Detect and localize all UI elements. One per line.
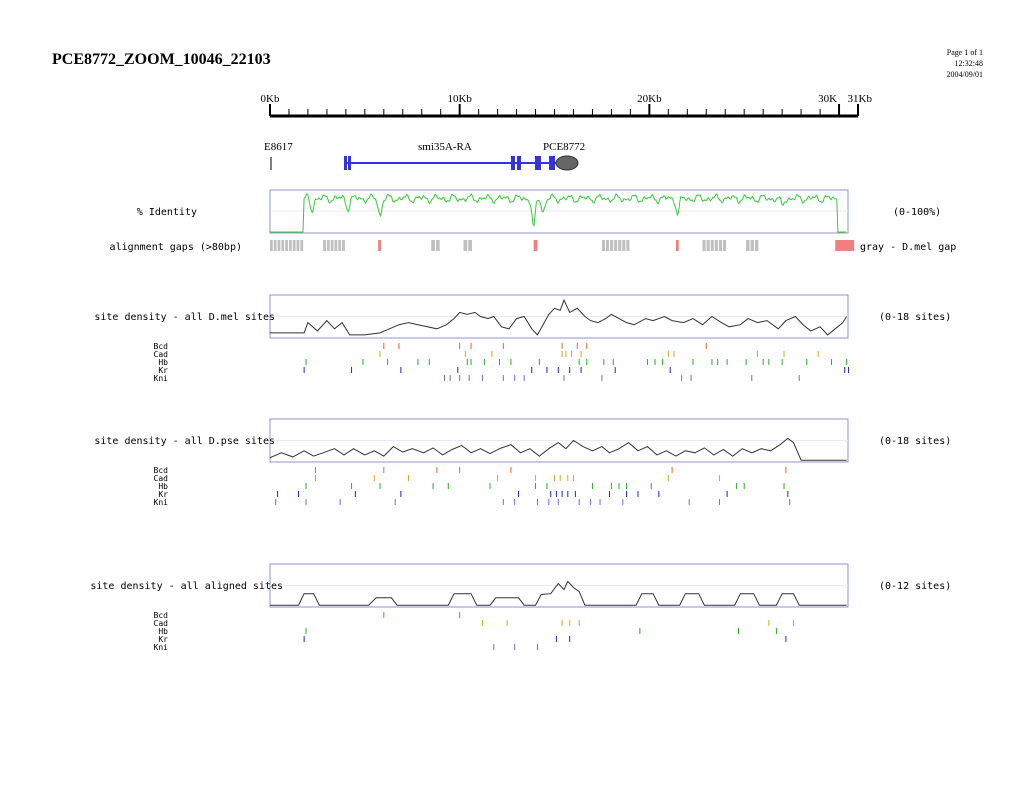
factor-label: Kr (158, 490, 168, 499)
ruler-label: 10Kb (447, 93, 472, 105)
factor-label: Kni (154, 498, 169, 507)
gap-block (835, 240, 855, 251)
gap-block (533, 240, 538, 251)
ruler-label: 31Kb (848, 93, 873, 105)
density-curve (270, 298, 848, 336)
gap-block (754, 240, 759, 251)
gap-block (342, 240, 345, 251)
gap-block (300, 240, 304, 251)
panel-aligned-sites: site density - all aligned sites (0-12 si… (90, 563, 951, 652)
gap-block (702, 240, 706, 251)
gap-block (431, 240, 435, 251)
gap-block (285, 240, 288, 251)
density-curve (270, 580, 847, 606)
gap-block (606, 240, 610, 251)
density-range: (0-18 sites) (879, 312, 951, 323)
factor-label: Bcd (154, 611, 169, 620)
gap-block (750, 240, 754, 251)
factor-label: Cad (154, 619, 169, 628)
gene-exon (511, 156, 515, 170)
gap-block (675, 240, 679, 251)
density-label: site density - all aligned sites (90, 581, 283, 592)
factor-label: Hb (158, 627, 168, 636)
gap-block (273, 240, 277, 251)
density-range: (0-18 sites) (879, 436, 951, 447)
gap-block (714, 240, 718, 251)
density-label: site density - all D.pse sites (94, 436, 275, 447)
gap-block (288, 240, 292, 251)
gap-block (723, 240, 727, 251)
kb-ruler: 0Kb 10Kb 20Kb 30K 31Kb (261, 93, 873, 118)
gap-block (323, 240, 326, 251)
gene-exon (517, 156, 521, 170)
gap-block (277, 240, 281, 251)
gap-block (718, 240, 723, 251)
factor-label: Bcd (154, 342, 169, 351)
ruler-label: 0Kb (261, 93, 280, 105)
gap-block (618, 240, 622, 251)
factor-label: Hb (158, 358, 168, 367)
factor-label: Kni (154, 374, 169, 383)
factor-label: Kni (154, 643, 169, 652)
gap-block (601, 240, 605, 251)
gaps-legend: gray - D.mel gap (860, 242, 956, 253)
target-label: PCE8772 (543, 141, 585, 153)
gap-block (334, 240, 338, 251)
gene-track: E8617 smi35A-RA PCE8772 (264, 141, 585, 171)
alignment-gaps-track (270, 240, 855, 251)
gene-exon (549, 156, 555, 170)
gap-block (281, 240, 285, 251)
panel-dpse-sites: site density - all D.pse sites (0-18 site… (94, 418, 951, 507)
factor-label: Cad (154, 474, 169, 483)
panel-dmel-sites: site density - all D.mel sites (0-18 site… (94, 294, 951, 383)
gap-block (326, 240, 330, 251)
factor-label: Kr (158, 635, 168, 644)
ruler-label: 20Kb (637, 93, 662, 105)
gap-block (435, 240, 440, 251)
gap-block (614, 240, 618, 251)
page-title: PCE8772_ZOOM_10046_22103 (52, 51, 271, 68)
gap-block (463, 240, 468, 251)
left-marker-label: E8617 (264, 141, 293, 153)
identity-curve (270, 193, 846, 233)
gap-block (330, 240, 334, 251)
gap-block (710, 240, 714, 251)
gap-block (468, 240, 472, 251)
factor-label: Cad (154, 350, 169, 359)
density-curve (269, 437, 847, 461)
page-number: Page 1 of 1 (947, 48, 983, 57)
ruler-label: 30K (818, 93, 837, 105)
gap-block (746, 240, 750, 251)
gap-block (626, 240, 630, 251)
identity-label: % Identity (137, 207, 197, 218)
identity-range: (0-100%) (893, 207, 941, 218)
gap-block (378, 240, 381, 251)
gap-block (610, 240, 614, 251)
density-range: (0-12 sites) (879, 581, 951, 592)
gap-block (338, 240, 342, 251)
factor-label: Hb (158, 482, 168, 491)
gene-exon (344, 156, 347, 170)
gene-exon (348, 156, 351, 170)
gene-exon (535, 156, 541, 170)
print-date: 2004/09/01 (947, 70, 983, 79)
gap-block (706, 240, 710, 251)
gap-block (292, 240, 296, 251)
print-time: 12:32:48 (955, 59, 983, 68)
target-element-oval (555, 155, 579, 171)
gene-label: smi35A-RA (418, 141, 472, 153)
factor-label: Kr (158, 366, 168, 375)
gap-block (296, 240, 300, 251)
gap-block (622, 240, 626, 251)
gaps-label: alignment gaps (>80bp) (110, 242, 242, 253)
gap-block (270, 240, 273, 251)
density-label: site density - all D.mel sites (94, 312, 275, 323)
factor-label: Bcd (154, 466, 169, 475)
